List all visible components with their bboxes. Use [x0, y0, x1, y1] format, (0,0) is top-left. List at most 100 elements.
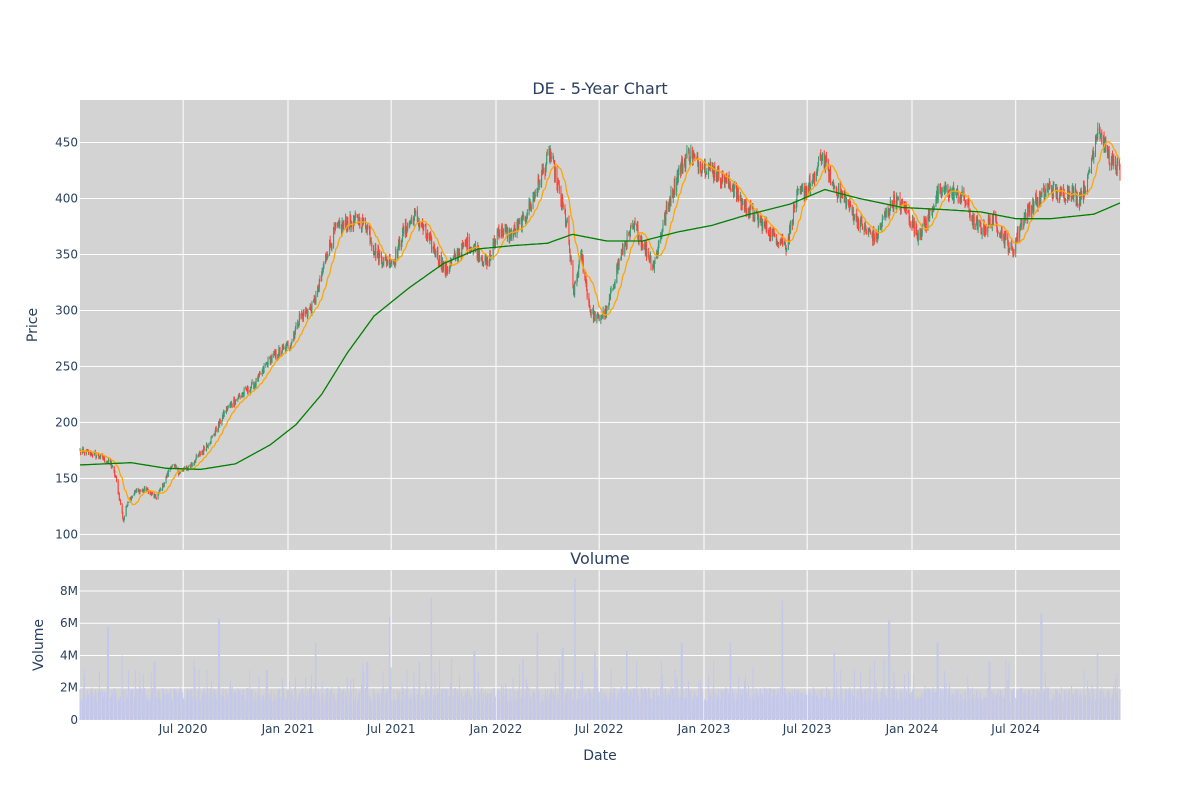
volume-bar	[147, 698, 149, 720]
candle-body	[137, 489, 139, 491]
candle-body	[476, 249, 478, 258]
candle-body	[143, 487, 145, 491]
volume-bar	[1072, 695, 1074, 720]
volume-bar	[492, 701, 494, 720]
candle-body	[238, 395, 240, 397]
volume-bar	[815, 695, 817, 720]
candle-body	[403, 227, 405, 234]
candle-body	[190, 463, 192, 467]
volume-bar	[1031, 698, 1033, 720]
volume-bar	[864, 689, 866, 720]
candle-body	[681, 158, 683, 172]
candle-body	[345, 218, 347, 226]
candle-body	[104, 457, 106, 462]
candle-body	[799, 189, 801, 194]
volume-bar	[835, 691, 837, 720]
volume-bar	[1100, 690, 1102, 720]
volume-bar	[897, 701, 899, 720]
volume-bar	[500, 692, 502, 720]
volume-bar	[369, 698, 371, 720]
volume-bar	[606, 695, 608, 720]
candle-body	[291, 339, 293, 343]
volume-bar	[243, 695, 245, 720]
candle-body	[279, 349, 281, 355]
candle-body	[433, 246, 435, 253]
volume-tick-label: 4M	[60, 648, 78, 662]
candle-body	[904, 203, 906, 209]
candle-body	[590, 311, 592, 315]
volume-bar	[213, 688, 215, 720]
volume-bar	[992, 689, 994, 720]
volume-bar	[656, 697, 658, 720]
volume-bar	[169, 692, 171, 720]
candle-body	[221, 420, 223, 425]
volume-bar	[1069, 699, 1071, 720]
volume-bar	[701, 692, 703, 720]
volume-bar	[80, 700, 82, 720]
volume-bar	[490, 698, 492, 720]
candle-body	[526, 214, 528, 218]
volume-bar	[405, 689, 407, 720]
volume-bar	[166, 700, 168, 720]
volume-bar	[884, 699, 886, 720]
volume-bar	[314, 642, 316, 720]
volume-bar	[765, 699, 767, 720]
candle-body	[194, 461, 196, 463]
candle-body	[784, 241, 786, 243]
volume-bar	[932, 691, 934, 720]
volume-bar	[163, 690, 165, 720]
candle-body	[554, 163, 556, 182]
candle-body	[928, 210, 930, 219]
candle-body	[428, 232, 430, 240]
candle-body	[941, 188, 943, 197]
volume-bar	[951, 693, 953, 720]
volume-bar	[365, 687, 367, 720]
volume-bar	[757, 697, 759, 720]
volume-bar	[871, 701, 873, 720]
volume-bar	[123, 690, 125, 720]
volume-bar	[941, 689, 943, 720]
candle-body	[429, 235, 431, 240]
volume-bar	[1102, 691, 1104, 720]
volume-bar	[791, 690, 793, 720]
volume-bar	[565, 692, 567, 720]
volume-bar	[257, 692, 259, 720]
volume-bar	[182, 699, 184, 720]
candle-body	[549, 151, 551, 161]
candle-body	[445, 265, 447, 273]
volume-bar	[143, 687, 145, 720]
volume-bar	[407, 689, 409, 720]
candle-body	[612, 288, 614, 290]
volume-bar	[983, 697, 985, 720]
volume-bar	[349, 692, 351, 720]
candle-body	[880, 225, 882, 228]
candle-body	[741, 200, 743, 206]
candle-body	[171, 464, 173, 467]
volume-bar	[578, 689, 580, 720]
candle-body	[286, 343, 288, 344]
volume-bar	[379, 701, 381, 720]
volume-bar	[477, 670, 479, 720]
candle-body	[760, 218, 762, 223]
volume-bar	[933, 692, 935, 720]
candle-body	[995, 213, 997, 220]
candle-body	[253, 384, 255, 389]
volume-bar	[453, 696, 455, 720]
volume-bar	[1091, 700, 1093, 720]
candle-body	[193, 463, 195, 465]
volume-bar	[881, 688, 883, 720]
volume-bar	[457, 701, 459, 720]
volume-bar	[1103, 698, 1105, 720]
volume-bar	[311, 694, 313, 720]
volume-bar	[883, 657, 885, 720]
volume-bar	[1032, 689, 1034, 720]
volume-bar	[257, 693, 259, 720]
volume-bar	[733, 693, 735, 720]
candle-body	[162, 483, 164, 490]
volume-bar	[830, 700, 832, 720]
candle-body	[916, 225, 918, 234]
volume-bar	[363, 671, 365, 720]
candle-body	[721, 171, 723, 181]
volume-bar	[1052, 701, 1054, 720]
volume-bar	[1004, 687, 1006, 720]
